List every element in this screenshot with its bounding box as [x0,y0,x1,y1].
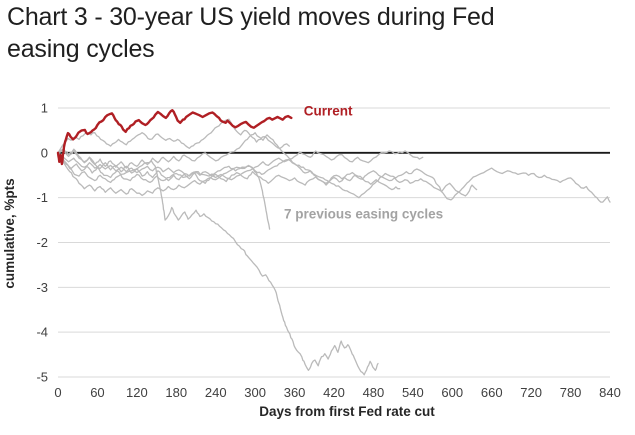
x-tick-label: 240 [205,385,227,400]
y-tick-label: 1 [41,101,48,116]
x-tick-label: 120 [126,385,148,400]
y-tick-label: -3 [36,280,48,295]
series-previous-line [57,152,379,376]
x-tick-label: 300 [244,385,266,400]
x-tick-label: 60 [90,385,104,400]
x-tick-label: 360 [284,385,306,400]
x-tick-label: 660 [481,385,503,400]
y-tick-label: -1 [36,190,48,205]
y-tick-label: 0 [41,145,48,160]
x-tick-label: 840 [599,385,621,400]
x-tick-label: 720 [520,385,542,400]
x-tick-label: 480 [363,385,385,400]
x-tick-label: 0 [54,385,61,400]
y-tick-label: -5 [36,370,48,385]
series-label-previous: 7 previous easing cycles [284,207,443,222]
y-axis-title: cumulative, %pts [2,178,17,288]
series-previous-line [57,132,401,191]
x-tick-label: 600 [441,385,463,400]
series-previous-line [57,118,290,154]
y-tick-label: -4 [36,325,48,340]
series-previous-line [57,150,424,181]
page-title: Chart 3 - 30-year US yield moves during … [7,3,495,63]
x-tick-label: 540 [402,385,424,400]
x-tick-label: 180 [165,385,187,400]
x-tick-label: 780 [560,385,582,400]
series-label-current: Current [304,104,353,119]
series-previous-line [57,152,271,230]
series-previous-line [57,152,611,203]
x-axis-title: Days from first Fed rate cut [259,404,435,419]
y-tick-label: -2 [36,235,48,250]
x-tick-label: 420 [323,385,345,400]
series-current-line [56,109,293,166]
series-previous-line [57,148,478,197]
